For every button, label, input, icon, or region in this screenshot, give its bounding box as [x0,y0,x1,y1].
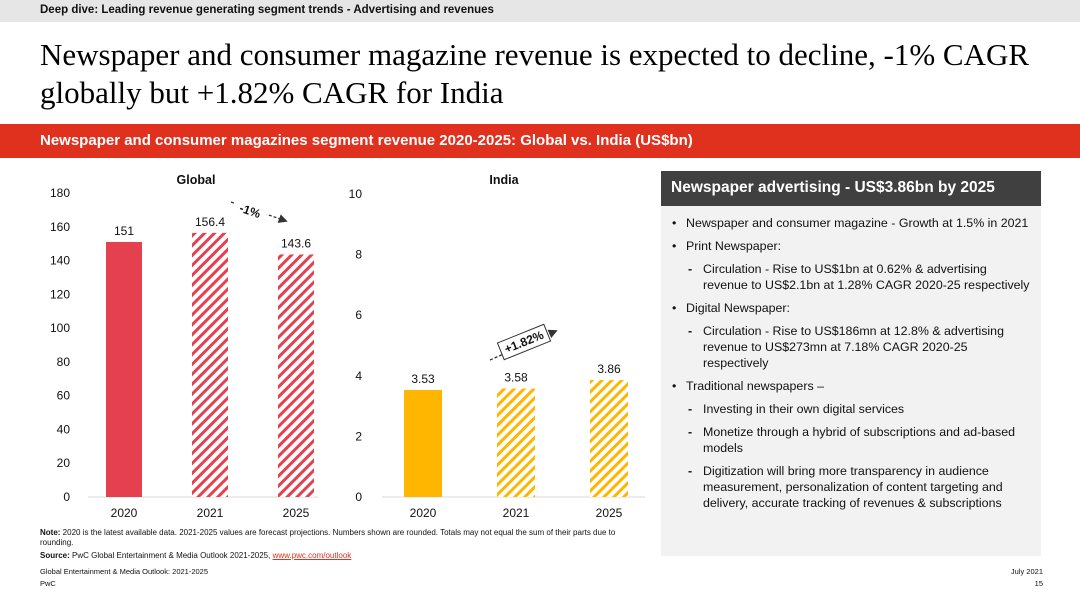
sub-bullet-print-circulation: Circulation - Rise to US$1bn at 0.62% & … [671,261,1033,293]
global-y-tick-label: 60 [57,389,71,403]
india-cagr-badge: +1.82% [496,323,552,361]
bullet-traditional-newspapers: Traditional newspapers – [671,378,1033,394]
global-y-tick-label: 0 [63,490,70,504]
source-text: PwC Global Entertainment & Media Outlook… [69,551,273,560]
section-header-bar: Deep dive: Leading revenue generating se… [0,0,1080,22]
bullet-print-newspaper: Print Newspaper: [671,238,1033,254]
india-trend-arrow [489,329,558,361]
global-cagr-label: -1% [238,201,263,221]
bullet-growth: Newspaper and consumer magazine - Growth… [671,215,1033,231]
chart-subtitle-bar: Newspaper and consumer magazines segment… [0,124,1080,158]
india-y-tick-label: 2 [355,429,362,443]
section-header-text: Deep dive: Leading revenue generating se… [40,4,494,16]
global-data-label: 143.6 [281,236,311,250]
india-bar-2025 [590,380,628,497]
global-y-tick-label: 80 [57,355,71,369]
global-y-tick-label: 140 [50,254,70,268]
note-text: 2020 is the latest available data. 2021-… [40,528,616,547]
india-data-label: 3.58 [504,371,528,385]
global-cagr-badge-box [230,196,270,226]
global-chart-title: Global [177,173,216,187]
global-x-tick-label: 2020 [111,506,138,520]
india-y-tick-label: 8 [355,248,362,262]
global-bar-2021 [192,232,228,497]
global-y-tick-label: 40 [57,422,71,436]
sub-bullet-hybrid-model: Monetize through a hybrid of subscriptio… [671,424,1033,456]
insight-panel: Newspaper advertising - US$3.86bn by 202… [661,171,1041,556]
global-bar-2020 [106,241,142,497]
global-y-tick-label: 20 [57,456,71,470]
india-cagr-badge-box [496,323,552,361]
global-y-tick-label: 180 [50,186,70,200]
sub-bullet-digitization: Digitization will bring more transparenc… [671,463,1033,511]
india-data-label: 3.53 [411,372,435,386]
bullet-digital-newspaper: Digital Newspaper: [671,300,1033,316]
sub-bullet-digital-services: Investing in their own digital services [671,401,1033,417]
india-y-tick-label: 6 [355,308,362,322]
footer-report-title: Global Entertainment & Media Outlook: 20… [40,567,209,576]
page-title: Newspaper and consumer magazine revenue … [40,37,1030,110]
global-y-tick-label: 100 [50,321,70,335]
india-bar-2020 [404,390,442,497]
source-link[interactable]: www.pwc.com/outlook [272,551,352,560]
chart-source: Source: PwC Global Entertainment & Media… [40,551,351,560]
global-data-label: 151 [114,224,134,238]
global-cagr-badge: -1% [230,196,270,226]
footer-brand: PwC [40,579,56,588]
india-bar-2021 [497,388,535,497]
insight-panel-body: Newspaper and consumer magazine - Growth… [671,215,1033,518]
page-number: 15 [1034,579,1043,588]
insight-panel-header: Newspaper advertising - US$3.86bn by 202… [661,171,1041,206]
india-cagr-label: +1.82% [502,328,546,356]
chart-note: Note: 2020 is the latest available data.… [40,528,650,548]
footer-date: July 2021 [1010,567,1043,576]
global-data-label: 156.4 [195,215,225,229]
india-data-label: 3.86 [597,362,621,376]
insight-panel-title: Newspaper advertising - US$3.86bn by 202… [671,179,995,196]
global-bar-2025 [278,254,314,497]
sub-bullet-digital-circulation: Circulation - Rise to US$186mn at 12.8% … [671,323,1033,371]
source-label: Source: [40,551,70,560]
india-x-tick-label: 2025 [596,506,623,520]
india-x-tick-label: 2021 [503,506,530,520]
global-y-tick-label: 120 [50,287,70,301]
note-label: Note: [40,528,61,537]
global-x-tick-label: 2025 [283,506,310,520]
chart-subtitle: Newspaper and consumer magazines segment… [40,132,693,149]
india-y-tick-label: 4 [355,369,362,383]
india-y-tick-label: 0 [355,490,362,504]
india-y-tick-label: 10 [349,187,363,201]
india-x-tick-label: 2020 [410,506,437,520]
india-chart-title: India [489,173,519,187]
global-trend-arrow [230,201,288,223]
global-x-tick-label: 2021 [197,506,224,520]
global-y-tick-label: 160 [50,220,70,234]
